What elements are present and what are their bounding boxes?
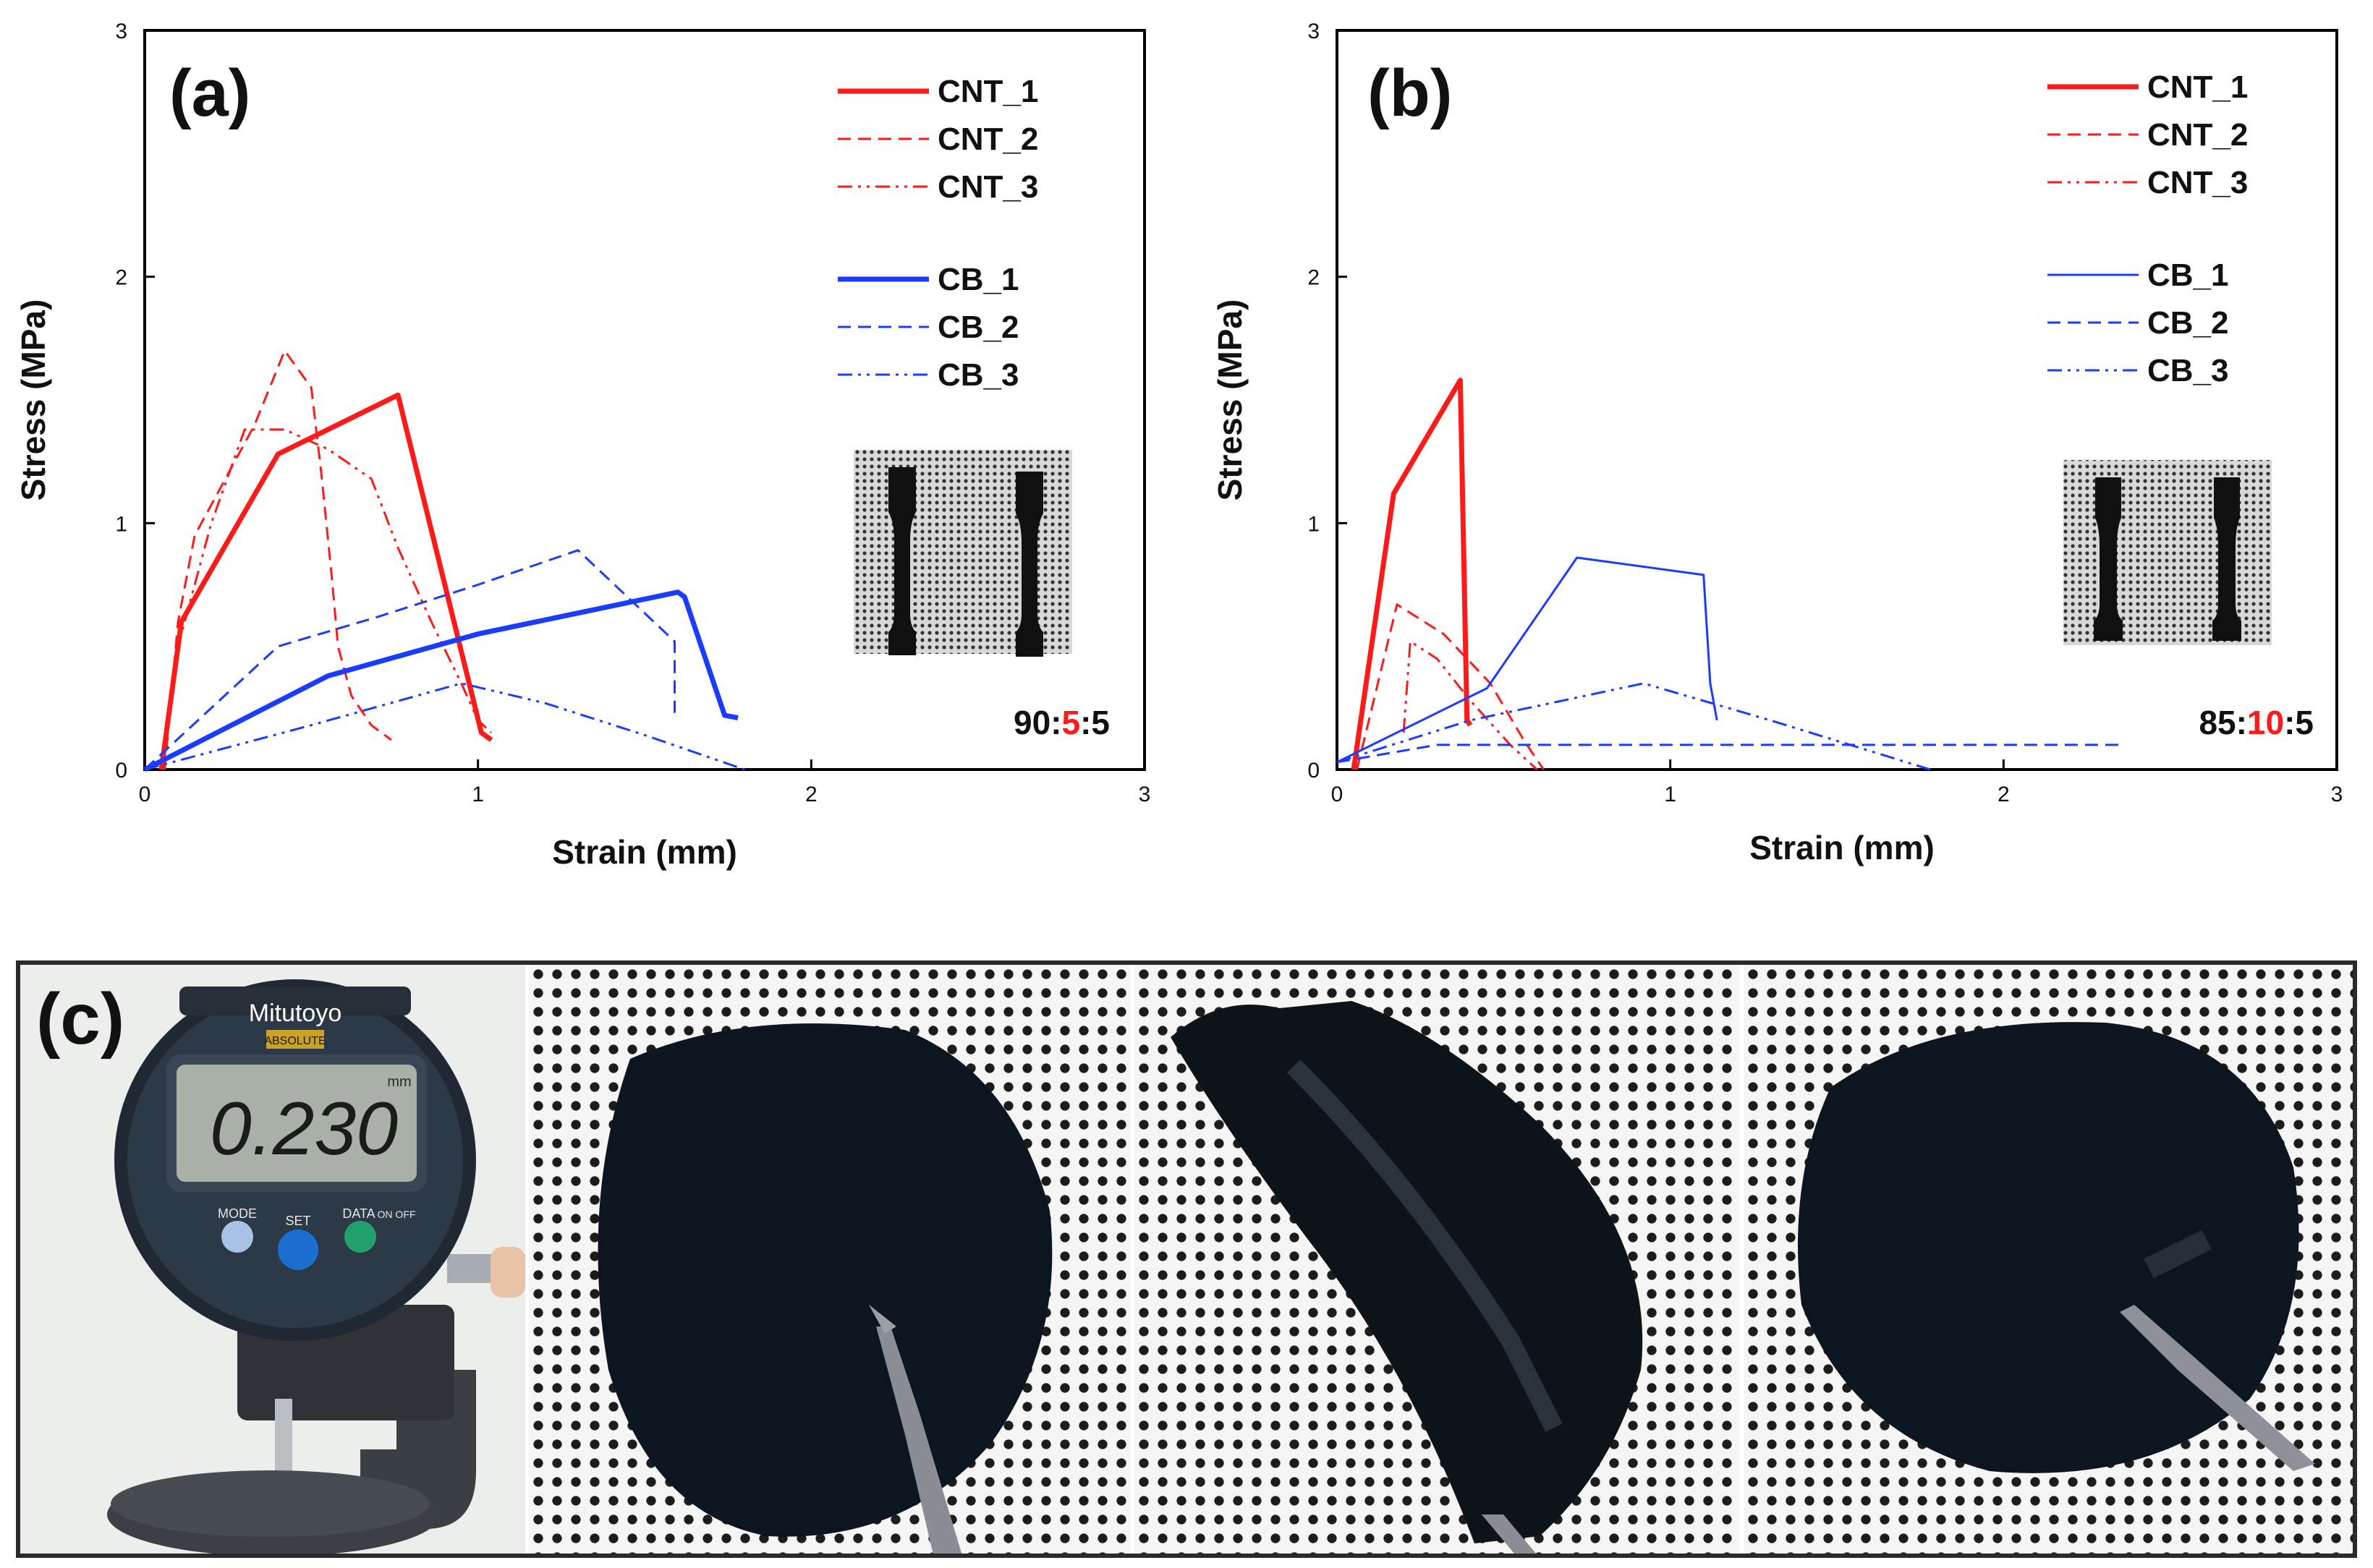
x-tick-label: 1 [472, 783, 484, 806]
set-button-label: SET [285, 1214, 310, 1228]
gauge-illustration: Mitutoyo ABSOLUTE 0.230 mm MODE SET DATA… [20, 965, 525, 1554]
x-tick-label: 0 [139, 783, 151, 806]
x-tick-label: 2 [805, 783, 818, 806]
mode-button [221, 1221, 253, 1253]
film-flat-illustration [598, 1023, 1053, 1554]
y-tick-label: 2 [1307, 266, 1320, 290]
y-axis-label: Stress (MPa) [14, 299, 52, 501]
photo-film-bent [1134, 965, 1740, 1554]
ratio-part: 90: [1014, 704, 1061, 741]
y-tick-label: 2 [115, 266, 127, 290]
x-tick-label: 1 [1664, 783, 1676, 806]
legend-label: CNT_3 [2147, 165, 2248, 200]
ratio-part: :5 [2284, 704, 2314, 741]
gauge-unit: mm [387, 1074, 411, 1090]
x-axis-label: Strain (mm) [1749, 829, 1935, 866]
data-button-label: DATA [342, 1206, 375, 1221]
legend-label: CB_2 [938, 310, 1019, 345]
series-line-cb-3 [144, 682, 745, 771]
legend-label: CB_2 [2147, 305, 2229, 341]
chart-panel-a: (a) Stress (MPa) Strain (mm) 0 1 2 3 0 1 2 3 CN… [14, 20, 1150, 871]
series-line-cb-1 [143, 589, 739, 772]
series-line-cb-1 [1336, 556, 1718, 764]
gauge-sub: ABSOLUTE [264, 1035, 326, 1047]
series-line-cb-2 [1336, 743, 2121, 764]
photo-panel-c: Mitutoyo ABSOLUTE 0.230 mm MODE SET DATA… [16, 960, 2357, 1558]
photo-film-flat [529, 965, 1131, 1554]
legend-label: CB_3 [2147, 353, 2229, 388]
y-tick-label: 0 [115, 759, 127, 783]
ratio-part: :5 [1080, 704, 1110, 741]
series-line-cb-2 [143, 549, 676, 771]
legend-label: CB_1 [938, 262, 1019, 297]
legend-label: CNT_1 [2147, 69, 2248, 105]
y-tick-label: 0 [1307, 759, 1320, 783]
legend-label: CNT_2 [2147, 117, 2248, 153]
specimen-inset-photo [2063, 460, 2272, 645]
gauge-brand: Mitutoyo [249, 1000, 342, 1027]
photo-film-flat-2 [1744, 965, 2353, 1554]
plot-frame [1336, 29, 2338, 771]
series-line-cnt-1 [158, 392, 493, 770]
y-tick-label: 3 [1307, 20, 1320, 43]
y-axis-label: Stress (MPa) [1211, 299, 1249, 501]
axis-ticks: 0 1 2 3 0 1 2 3 [1307, 20, 2343, 806]
series-line-cb-3 [1336, 682, 1931, 771]
x-tick-label: 2 [1998, 783, 2010, 806]
y-tick-label: 1 [115, 512, 127, 536]
x-axis-label: Strain (mm) [552, 833, 737, 871]
composition-ratio: 85:10:5 [2199, 704, 2314, 741]
photo-thickness-gauge: Mitutoyo ABSOLUTE 0.230 mm MODE SET DATA… [20, 965, 525, 1554]
photo-divider [1131, 965, 1134, 1554]
composition-ratio: 90:5:5 [1014, 704, 1110, 741]
legend-label: CB_1 [2147, 257, 2229, 293]
chart-panel-b: (b) Stress (MPa) Strain (mm) 0 1 2 3 0 1 2 3 CN… [1211, 20, 2343, 866]
legend-label: CNT_3 [938, 169, 1038, 205]
panel-letter: (b) [1367, 56, 1452, 130]
legend: CNT_1 CNT_2 CNT_3 CB_1 CB_2 CB_3 [838, 74, 1038, 393]
x-tick-label: 3 [2331, 783, 2343, 806]
y-tick-label: 1 [1307, 512, 1320, 536]
ratio-highlight: 10 [2247, 704, 2284, 741]
film-flat-2-illustration [1798, 1022, 2315, 1473]
series-line-cnt-2 [1356, 603, 1545, 770]
film-bent-illustration [1171, 1001, 1643, 1554]
series-line-cnt-3 [160, 428, 493, 770]
photo-divider [525, 965, 529, 1554]
legend-label: CNT_2 [938, 122, 1038, 157]
photo-divider [1740, 965, 1744, 1554]
plot-frame [143, 29, 1146, 771]
ratio-part: 85: [2199, 704, 2246, 741]
gauge-reading: 0.230 [210, 1087, 398, 1171]
panel-letter: (c) [36, 979, 125, 1060]
legend-label: CB_3 [938, 357, 1019, 393]
data-series [143, 349, 745, 772]
series-line-cnt-2 [164, 349, 392, 770]
x-tick-label: 0 [1331, 783, 1343, 806]
series-line-cnt-1 [1351, 378, 1473, 770]
y-tick-label: 3 [115, 20, 127, 43]
data-button [344, 1221, 376, 1253]
panel-letter: (a) [169, 56, 250, 130]
legend: CNT_1 CNT_2 CNT_3 CB_1 CB_2 CB_3 [2047, 69, 2248, 388]
set-button [278, 1230, 318, 1270]
charts-figure: (a) Stress (MPa) Strain (mm) 0 1 2 3 0 1 2 3 CN… [14, 20, 2343, 871]
onoff-label: ON OFF [378, 1209, 416, 1220]
legend-label: CNT_1 [938, 74, 1038, 109]
series-line-cnt-3 [1402, 640, 1538, 771]
data-series [1336, 378, 2121, 771]
x-tick-label: 3 [1139, 783, 1151, 806]
specimen-inset-photo [854, 450, 1072, 657]
ratio-highlight: 5 [1062, 704, 1081, 741]
mode-button-label: MODE [218, 1206, 257, 1221]
